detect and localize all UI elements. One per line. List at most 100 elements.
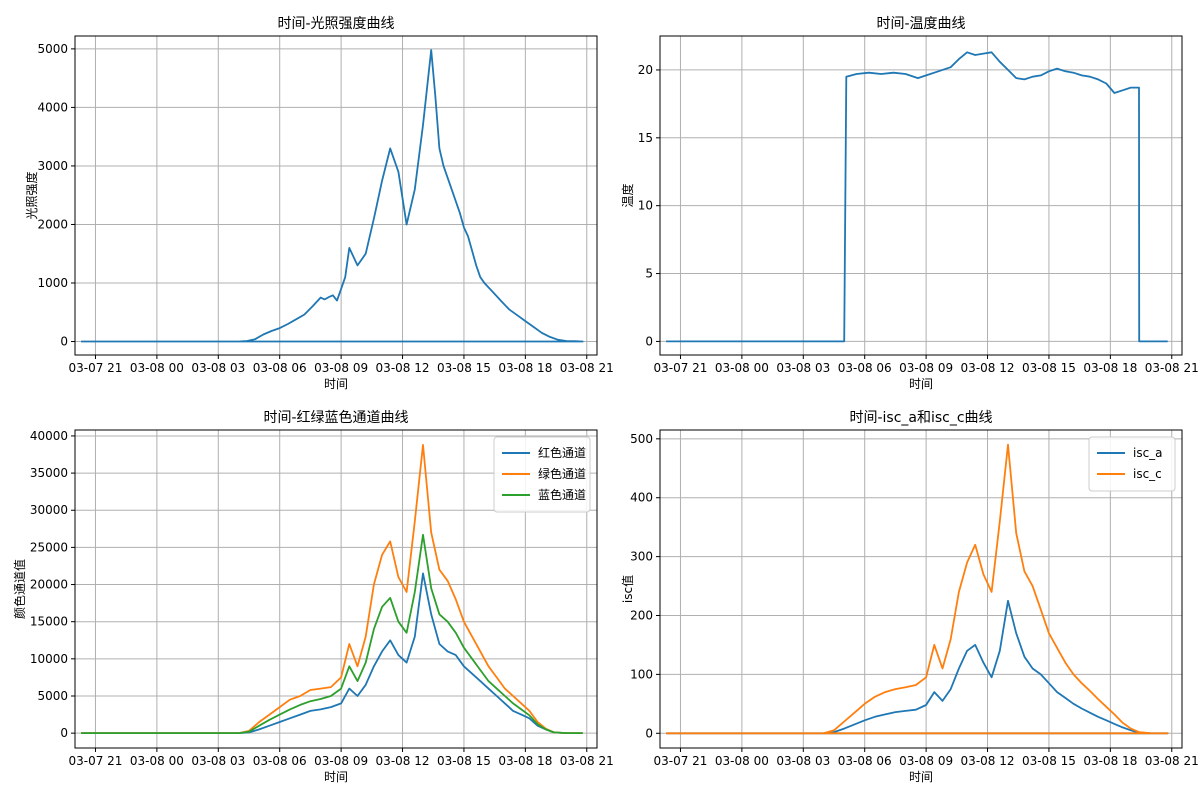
x-tick-label: 03-08 18 — [498, 754, 552, 768]
x-tick-label: 03-08 18 — [1083, 754, 1137, 768]
y-tick-label: 0 — [645, 726, 653, 740]
chart-title: 时间-红绿蓝色通道曲线 — [263, 409, 408, 426]
y-tick-label: 5000 — [37, 42, 68, 56]
x-tick-label: 03-08 09 — [899, 754, 953, 768]
x-tick-label: 03-07 21 — [653, 754, 707, 768]
x-tick-label: 03-08 15 — [1022, 754, 1076, 768]
legend-label: isc_a — [1133, 446, 1163, 460]
axes-frame — [659, 429, 1183, 749]
y-tick-label: 5 — [645, 267, 653, 281]
chart-panel-2: 时间-温度曲线 03-07 21 03-08 00 03-08 03 03-08 06 0… — [620, 16, 1199, 391]
legend-frame — [1088, 436, 1176, 492]
x-tick-label: 03-08 18 — [1083, 361, 1137, 375]
chart-title: 时间-光照强度曲线 — [277, 16, 394, 32]
x-tick-label: 03-08 00 — [715, 754, 769, 768]
y-tick-label: 1000 — [37, 276, 68, 290]
legend-label: 蓝色通道 — [538, 488, 586, 502]
series-line-line — [666, 51, 1168, 343]
x-tick-label: 03-08 09 — [314, 361, 368, 375]
y-tick-label: 40000 — [30, 429, 68, 443]
y-tick-label: 35000 — [30, 466, 68, 480]
x-tick-label: 03-07 21 — [68, 754, 122, 768]
series-line-红色通道 — [81, 572, 583, 734]
chart-title: 时间-isc_a和isc_c曲线 — [849, 410, 992, 426]
chart-panel-3: 时间-红绿蓝色通道曲线 03-07 21 03-08 00 03-08 03 03-08… — [12, 409, 614, 784]
x-tick-label: 03-08 03 — [191, 754, 245, 768]
y-tick-label: 4000 — [37, 100, 68, 114]
y-tick-label: 0 — [60, 726, 68, 740]
series-line-蓝色通道 — [81, 533, 583, 734]
x-tick-label: 03-08 12 — [961, 754, 1015, 768]
y-tick-label: 30000 — [30, 503, 68, 517]
x-tick-label: 03-08 21 — [1145, 361, 1199, 375]
y-tick-label: 10 — [638, 199, 653, 213]
legend: isc_a isc_c — [1088, 436, 1176, 492]
y-tick-label: 100 — [630, 667, 653, 681]
chart-title: 时间-温度曲线 — [876, 16, 965, 32]
y-tick-label: 200 — [630, 609, 653, 623]
y-tick-label: 20000 — [30, 578, 68, 592]
chart-panel-1: 时间-光照强度曲线 03-07 21 03-08 00 03-08 03 03-08 0… — [24, 16, 614, 391]
y-tick-label: 400 — [630, 491, 653, 505]
x-tick-label: 03-08 00 — [130, 361, 184, 375]
y-tick-label: 300 — [630, 550, 653, 564]
y-axis-label: isc值 — [620, 575, 635, 603]
series-line-绿色通道 — [81, 443, 583, 734]
x-axis-label: 时间 — [324, 377, 348, 391]
x-tick-label: 03-08 21 — [1145, 754, 1199, 768]
axes-frame — [74, 35, 598, 356]
x-tick-label: 03-08 00 — [715, 361, 769, 375]
x-tick-label: 03-08 18 — [498, 361, 552, 375]
y-axis-label: 光照强度 — [24, 171, 39, 219]
legend-label: 红色通道 — [538, 445, 586, 460]
y-tick-label: 5000 — [37, 689, 68, 703]
x-tick-label: 03-08 21 — [560, 361, 614, 375]
x-tick-label: 03-08 00 — [130, 754, 184, 768]
legend-label: isc_c — [1133, 467, 1162, 481]
y-axis-label: 温度 — [620, 183, 635, 207]
y-tick-label: 15 — [638, 131, 653, 145]
axes-frame — [74, 429, 598, 749]
chart-panel-4: 时间-isc_a和isc_c曲线 03-07 21 03-08 00 03-08 03… — [620, 410, 1199, 784]
x-tick-label: 03-08 12 — [961, 361, 1015, 375]
x-tick-label: 03-08 09 — [314, 754, 368, 768]
y-tick-label: 2000 — [37, 217, 68, 231]
y-tick-label: 15000 — [30, 615, 68, 629]
x-axis-label: 时间 — [324, 770, 348, 784]
y-tick-label: 3000 — [37, 159, 68, 173]
y-tick-label: 500 — [630, 432, 653, 446]
series-line-line — [81, 49, 584, 343]
x-tick-label: 03-08 09 — [899, 361, 953, 375]
y-tick-label: 10000 — [30, 652, 68, 666]
x-tick-label: 03-08 06 — [838, 361, 892, 375]
x-tick-label: 03-08 06 — [253, 754, 307, 768]
x-tick-label: 03-08 12 — [376, 361, 430, 375]
x-tick-label: 03-08 12 — [376, 754, 430, 768]
x-tick-label: 03-08 15 — [437, 754, 491, 768]
legend-frame — [493, 436, 591, 513]
series-line-isc_a — [666, 599, 1169, 735]
legend-label: 绿色通道 — [538, 466, 586, 481]
x-tick-label: 03-08 03 — [191, 361, 245, 375]
series-line-isc_c — [666, 443, 1169, 735]
x-tick-label: 03-07 21 — [68, 361, 122, 375]
axes-frame — [659, 35, 1183, 356]
x-tick-label: 03-08 15 — [437, 361, 491, 375]
x-tick-label: 03-08 21 — [560, 754, 614, 768]
x-tick-label: 03-07 21 — [653, 361, 707, 375]
y-tick-label: 25000 — [30, 540, 68, 554]
y-tick-label: 0 — [645, 334, 653, 348]
x-axis-label: 时间 — [909, 770, 933, 784]
x-tick-label: 03-08 03 — [776, 361, 830, 375]
x-axis-label: 时间 — [909, 377, 933, 391]
x-tick-label: 03-08 03 — [776, 754, 830, 768]
x-tick-label: 03-08 06 — [253, 361, 307, 375]
y-tick-label: 0 — [60, 335, 68, 349]
x-tick-label: 03-08 06 — [838, 754, 892, 768]
x-tick-label: 03-08 15 — [1022, 361, 1076, 375]
y-tick-label: 20 — [638, 63, 653, 77]
y-axis-label: 颜色通道值 — [12, 559, 27, 619]
